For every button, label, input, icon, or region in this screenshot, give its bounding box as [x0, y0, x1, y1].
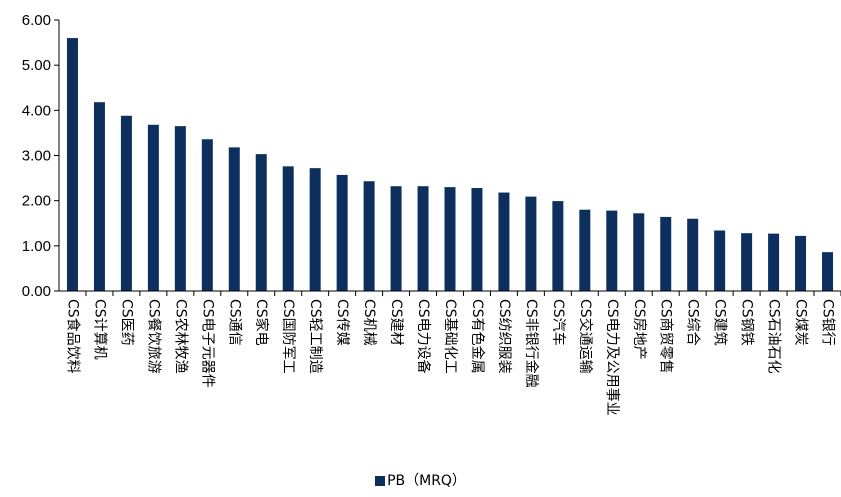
legend-label: PB（MRQ） — [387, 473, 466, 489]
x-category-label: CS有色金属 — [469, 299, 486, 374]
x-category-label: CS商贸零售 — [658, 299, 674, 374]
bar — [417, 186, 429, 291]
bar — [741, 233, 753, 291]
x-category-label: CS煤炭 — [793, 299, 809, 346]
x-category-label: CS汽车 — [550, 299, 567, 346]
bar — [660, 216, 672, 291]
x-category-label: CS基础化工 — [442, 299, 459, 374]
bars — [66, 38, 834, 292]
x-category-label: CS房地产 — [631, 299, 647, 360]
bar — [336, 174, 348, 291]
y-axis-ticks: 0.00 1.00 2.00 3.00 4.00 5.00 6.00 — [22, 12, 59, 300]
x-category-label: CS建材 — [388, 299, 404, 346]
bar — [255, 154, 267, 291]
x-category-label: CS电力设备 — [415, 299, 432, 374]
y-tick-label: 2.00 — [22, 193, 51, 210]
bar — [471, 188, 483, 291]
x-category-label: CS机械 — [361, 299, 377, 346]
bar — [228, 147, 240, 291]
x-category-label: CS农林牧渔 — [172, 299, 188, 374]
legend-swatch — [375, 476, 386, 486]
bar — [633, 213, 645, 291]
bar — [579, 209, 591, 291]
bar — [390, 186, 402, 291]
x-axis-labels: CS食品饮料 CS计算机 CS医药 CS餐饮旅游 CS农林牧渔 CS电子元器件 CS通信 CS… — [64, 291, 841, 416]
x-category-label: CS国防军工 — [280, 299, 296, 374]
bar — [363, 181, 375, 291]
x-category-label: CS家电 — [253, 299, 270, 346]
y-tick-label: 0.00 — [22, 283, 51, 300]
x-category-label: CS轻工制造 — [307, 299, 323, 374]
bar — [93, 102, 105, 291]
bar — [120, 115, 132, 292]
x-category-label: CS电子元器件 — [199, 299, 215, 388]
legend: PB（MRQ） — [0, 470, 841, 490]
y-tick-label: 6.00 — [22, 12, 51, 29]
x-category-label: CS非银行金融 — [523, 299, 539, 388]
x-category-label: CS银行 — [820, 299, 836, 346]
y-tick-label: 5.00 — [22, 57, 51, 74]
x-category-label: CS钢铁 — [739, 299, 755, 346]
bar — [687, 218, 699, 291]
y-tick-label: 3.00 — [22, 148, 51, 165]
x-category-label: CS建筑 — [712, 299, 728, 346]
x-category-label: CS综合 — [685, 299, 701, 346]
x-category-label: CS电力及公用事业 — [604, 299, 620, 416]
x-category-label: CS石油石化 — [766, 299, 782, 374]
x-category-label: CS通信 — [226, 299, 242, 346]
x-category-label: CS纺织服装 — [496, 299, 512, 374]
bar — [714, 230, 726, 291]
bar — [552, 201, 564, 291]
bar — [147, 124, 159, 291]
y-tick-label: 4.00 — [22, 102, 51, 119]
bar — [444, 187, 456, 291]
bar — [822, 252, 834, 291]
x-category-label: CS交通运输 — [577, 299, 594, 374]
y-tick-label: 1.00 — [22, 238, 51, 255]
bar — [201, 139, 213, 291]
bar — [282, 166, 294, 291]
bar — [606, 210, 618, 291]
x-category-label: CS传媒 — [334, 299, 350, 346]
bar — [768, 233, 780, 291]
bar — [525, 196, 537, 291]
bar — [498, 192, 510, 291]
x-category-label: CS计算机 — [91, 299, 107, 360]
bar — [66, 38, 78, 291]
x-category-label: CS医药 — [118, 299, 134, 346]
bar — [174, 126, 186, 292]
x-category-label: CS食品饮料 — [64, 299, 81, 374]
bar — [795, 235, 807, 291]
x-category-label: CS餐饮旅游 — [145, 299, 161, 374]
bar — [309, 168, 321, 291]
